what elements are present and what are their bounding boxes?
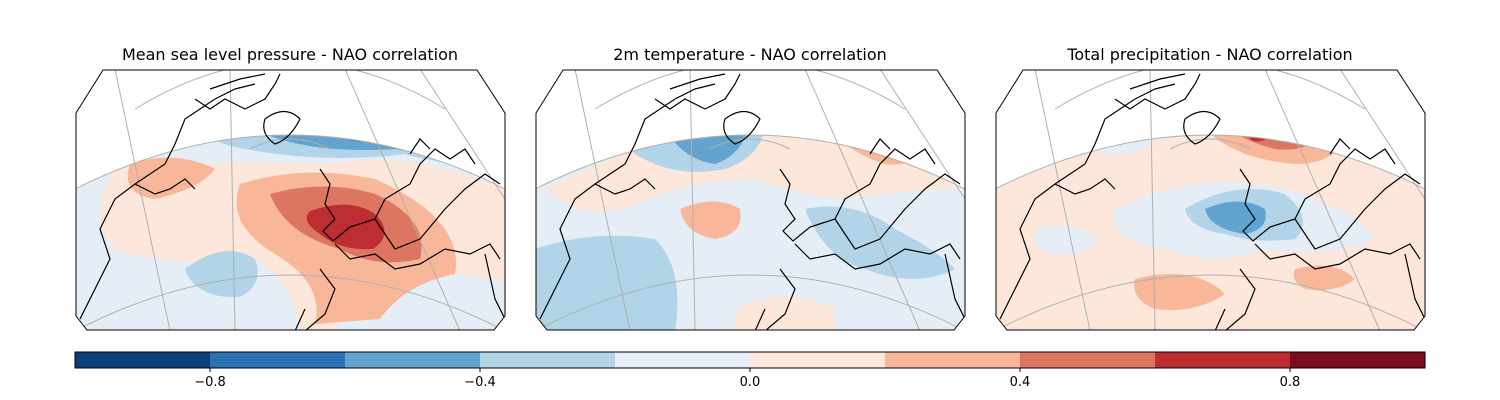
colorbar-segment	[1020, 352, 1156, 368]
map-t2m	[535, 69, 966, 331]
panel-title-tp: Total precipitation - NAO correlation	[1067, 45, 1353, 64]
colorbar-tick-label: 0.4	[1010, 375, 1031, 390]
colorbar-segment	[885, 352, 1021, 368]
map-boundary	[535, 69, 966, 331]
field-neg-core	[1205, 201, 1266, 234]
map-boundary	[75, 69, 506, 331]
colorbar-segment	[1155, 352, 1291, 368]
coastlines	[999, 73, 1425, 330]
colorbar-tick-label: −0.4	[464, 375, 496, 390]
colorbar-segment	[345, 352, 481, 368]
gridlines	[536, 70, 965, 330]
map-boundary	[995, 69, 1426, 331]
field-pos-low-north	[545, 135, 965, 212]
colorbar-segment	[210, 352, 346, 368]
colorbar-tick-label: −0.8	[194, 375, 226, 390]
field-pos-midatlantic	[680, 201, 741, 239]
field-pos-southeast	[1293, 265, 1355, 291]
field-neg-west	[1034, 225, 1095, 255]
colorbar-segment	[750, 352, 886, 368]
map-tp	[995, 69, 1426, 331]
colorbar-segment	[480, 352, 616, 368]
coastlines	[79, 73, 505, 330]
field-pos-mid-west	[127, 157, 215, 199]
field-neg-sw	[185, 251, 258, 298]
colorbar-segment	[1290, 352, 1426, 368]
field-neg-europe	[805, 206, 955, 279]
field-neg-southwest	[536, 235, 678, 330]
gridlines	[996, 70, 1425, 330]
colorbar-tick-label: 0.8	[1280, 375, 1301, 390]
colorbar-segment	[615, 352, 751, 368]
colorbar-tick-label: 0.0	[740, 375, 761, 390]
panel-title-t2m: 2m temperature - NAO correlation	[613, 45, 887, 64]
field-pos-south	[1134, 274, 1225, 310]
field-neg-greenland-mid	[655, 135, 750, 164]
gridlines	[76, 70, 505, 330]
colorbar-segment	[75, 352, 211, 368]
field-pos-core	[306, 204, 385, 250]
panel-title-mslp: Mean sea level pressure - NAO correlatio…	[121, 45, 459, 64]
coastlines	[539, 73, 965, 330]
map-mslp	[75, 69, 506, 331]
